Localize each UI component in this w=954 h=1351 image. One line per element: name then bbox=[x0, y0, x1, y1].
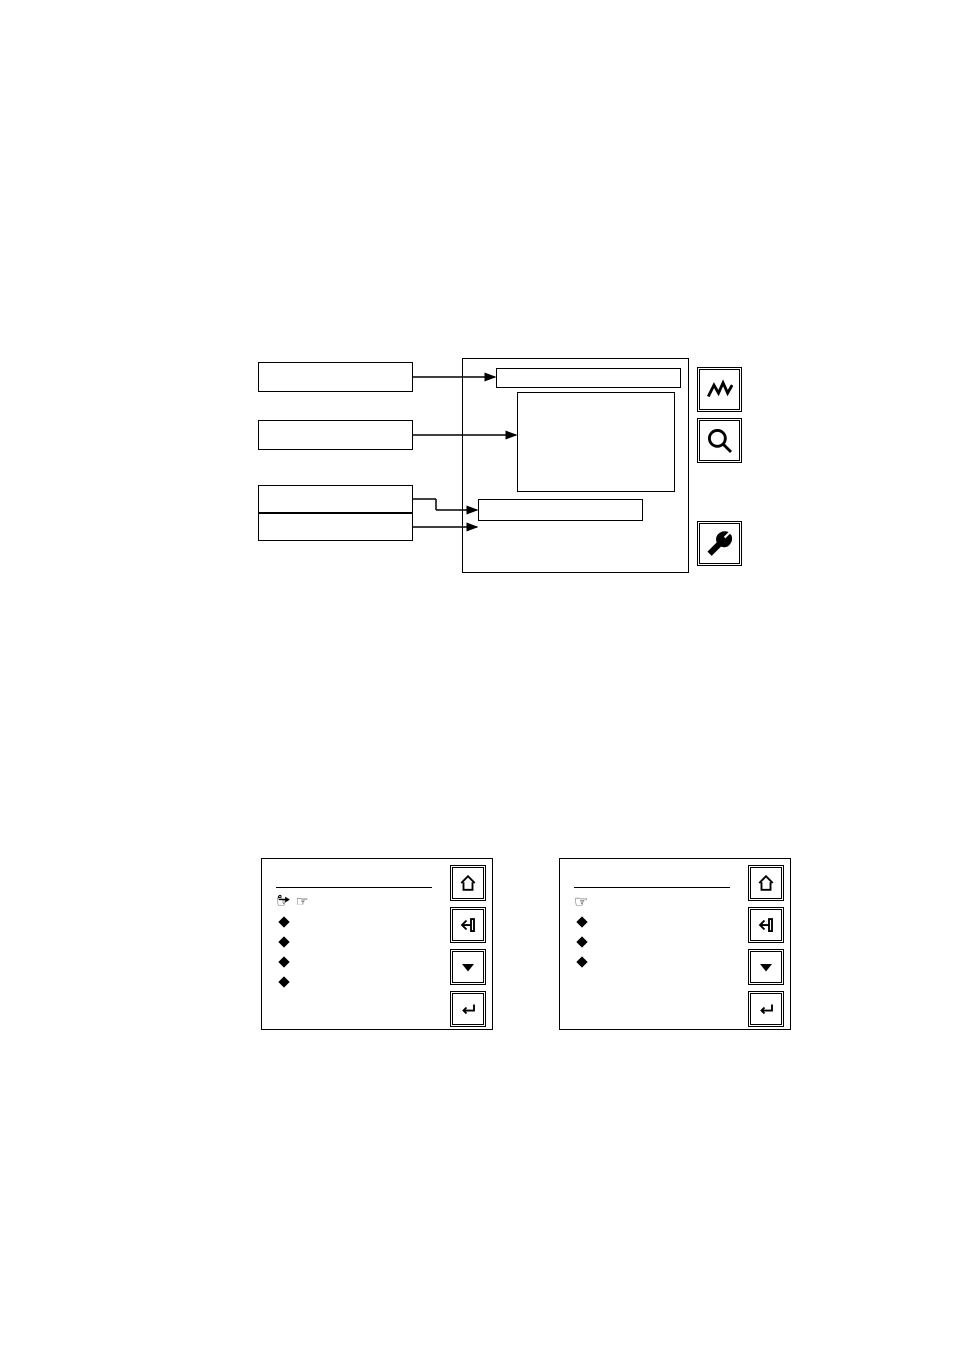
home-button[interactable] bbox=[748, 865, 784, 901]
hand-pointer-icon: ☞ bbox=[276, 892, 290, 912]
bullet-icon bbox=[278, 916, 289, 927]
back-button[interactable] bbox=[748, 907, 784, 943]
hand-pointer-icon: ☞ bbox=[574, 892, 588, 912]
down-button[interactable] bbox=[450, 949, 486, 985]
bullet-icon bbox=[576, 916, 587, 927]
hmi-screen-left: ☞ ☞ bbox=[261, 858, 493, 1030]
title-underline bbox=[276, 887, 432, 888]
enter-button[interactable] bbox=[748, 991, 784, 1027]
enter-button[interactable] bbox=[450, 991, 486, 1027]
bullet-icon bbox=[576, 936, 587, 947]
bullet-icon bbox=[278, 976, 289, 987]
down-button[interactable] bbox=[748, 949, 784, 985]
home-button[interactable] bbox=[450, 865, 486, 901]
title-underline bbox=[574, 887, 730, 888]
back-button[interactable] bbox=[450, 907, 486, 943]
hmi-screen-right: ☞ bbox=[559, 858, 791, 1030]
diagram-arrows bbox=[0, 0, 954, 700]
bullet-icon bbox=[278, 956, 289, 967]
bullet-icon bbox=[576, 956, 587, 967]
bullet-icon bbox=[278, 936, 289, 947]
